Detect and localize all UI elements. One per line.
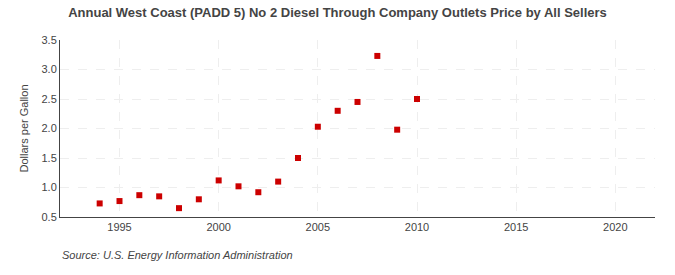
svg-text:2.0: 2.0: [42, 122, 57, 134]
svg-text:2005: 2005: [306, 221, 330, 233]
svg-text:2.5: 2.5: [42, 93, 57, 105]
svg-text:Source: U.S. Energy Informatio: Source: U.S. Energy Information Administ…: [62, 249, 293, 261]
svg-text:0.5: 0.5: [42, 211, 57, 223]
svg-text:2020: 2020: [603, 221, 627, 233]
svg-text:2015: 2015: [504, 221, 528, 233]
svg-text:Dollars per Gallon: Dollars per Gallon: [18, 84, 30, 172]
svg-text:1.5: 1.5: [42, 152, 57, 164]
svg-text:3.5: 3.5: [42, 34, 57, 46]
svg-text:2000: 2000: [206, 221, 230, 233]
svg-text:Annual West Coast (PADD 5) No: Annual West Coast (PADD 5) No 2 Diesel T…: [68, 5, 607, 20]
svg-text:1995: 1995: [107, 221, 131, 233]
svg-text:3.0: 3.0: [42, 63, 57, 75]
svg-text:2010: 2010: [405, 221, 429, 233]
svg-text:1.0: 1.0: [42, 181, 57, 193]
